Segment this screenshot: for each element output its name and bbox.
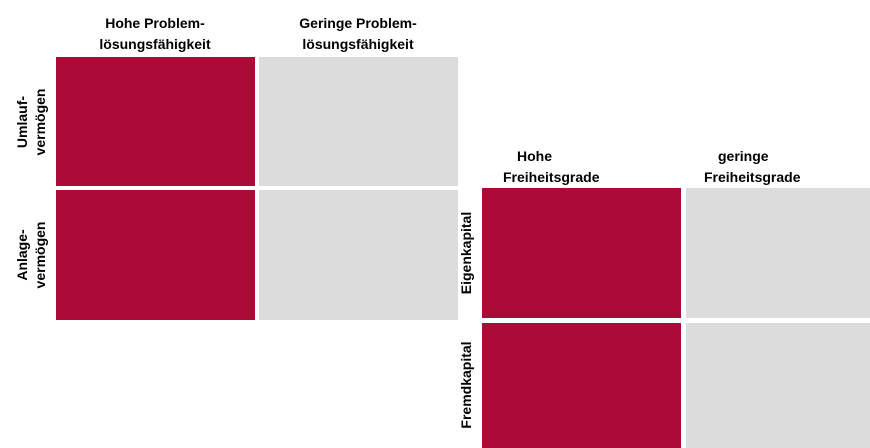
column-header: lösungsfähigkeit <box>99 36 211 52</box>
column-header: Freiheitsgrade <box>503 169 600 185</box>
cell <box>56 57 255 186</box>
row-header: vermögen <box>32 222 48 289</box>
cell <box>686 323 870 448</box>
row-header: vermögen <box>32 89 48 156</box>
cell <box>56 190 255 320</box>
row-header: Anlage- <box>14 229 30 281</box>
column-header: Hohe Problem- <box>105 15 205 31</box>
row-header: Umlauf- <box>14 96 30 148</box>
row-header: Fremdkapital <box>458 341 474 428</box>
cell <box>259 57 458 186</box>
cell <box>482 323 681 448</box>
column-header: lösungsfähigkeit <box>302 36 414 52</box>
column-header: Geringe Problem- <box>299 15 417 31</box>
cell <box>259 190 458 320</box>
column-header: Freiheitsgrade <box>704 169 801 185</box>
cell <box>686 188 870 318</box>
cell <box>482 188 681 318</box>
row-header: Eigenkapital <box>458 212 474 294</box>
column-header: geringe <box>718 148 769 164</box>
column-header: Hohe <box>517 148 552 164</box>
